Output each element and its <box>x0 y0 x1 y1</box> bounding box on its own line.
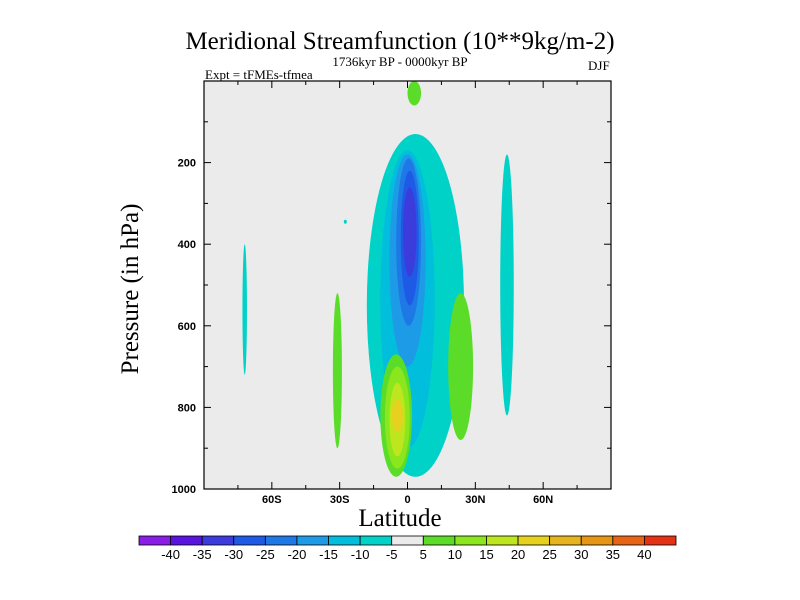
colorbar-label: 15 <box>479 547 493 562</box>
period-label: 1736kyr BP - 0000kyr BP <box>332 54 468 69</box>
colorbar-label: 5 <box>420 547 427 562</box>
x-tick-label: 0 <box>404 494 410 506</box>
colorbar-label: 25 <box>542 547 556 562</box>
colorbar-swatch <box>580 535 614 546</box>
colorbar-label: 20 <box>511 547 525 562</box>
colorbar-swatch <box>612 535 645 546</box>
x-tick-label: 60S <box>262 494 282 506</box>
contour-small-neg-patch <box>343 219 347 224</box>
colorbar-swatch <box>138 535 171 546</box>
colorbar-swatch <box>422 535 456 546</box>
colorbar-swatch <box>549 535 582 546</box>
experiment-label: Expt = tFMEs-tfmea <box>205 67 313 82</box>
colorbar-swatch <box>517 535 551 546</box>
colorbar-swatch <box>233 535 266 546</box>
contour-pos-cell-30s <box>332 293 342 449</box>
x-tick-label: 30N <box>465 494 485 506</box>
colorbar-label: -40 <box>161 547 180 562</box>
colorbar-label: -20 <box>288 547 307 562</box>
y-tick-label: 600 <box>178 321 196 333</box>
colorbar-label: -5 <box>386 547 398 562</box>
y-tick-label: 200 <box>178 158 196 170</box>
contour-pos-cell-top <box>407 81 422 106</box>
season-label: DJF <box>588 58 610 73</box>
colorbar-swatch <box>486 535 519 546</box>
colorbar-label: 40 <box>637 547 651 562</box>
colorbar-swatch <box>296 535 329 546</box>
chart-title: Meridional Streamfunction (10**9kg/m-2) <box>185 28 615 55</box>
colorbar-label: 10 <box>448 547 462 562</box>
colorbar-swatch <box>170 535 203 546</box>
contour-southern-neg-cell <box>242 244 247 375</box>
colorbar-swatch <box>644 535 677 546</box>
colorbar-label: -35 <box>193 547 212 562</box>
contour-northern-neg-cell <box>500 154 514 416</box>
y-tick-label: 800 <box>178 402 196 414</box>
colorbar-label: -10 <box>351 547 370 562</box>
contour-pos-cell-25n <box>448 293 474 441</box>
x-tick-label: 30S <box>330 494 350 506</box>
y-tick-label: 400 <box>178 239 196 251</box>
colorbar-label: -25 <box>256 547 275 562</box>
x-tick-label: 60N <box>533 494 553 506</box>
colorbar-label: -15 <box>319 547 338 562</box>
contour-pos-cell-eq-20 <box>391 399 403 432</box>
colorbar-swatch <box>201 535 235 546</box>
colorbar-swatch <box>264 535 298 546</box>
colorbar-swatch <box>359 535 393 546</box>
y-tick-label: 1000 <box>172 484 196 496</box>
colorbar-swatch <box>328 535 361 546</box>
colorbar-swatch <box>454 535 487 546</box>
colorbar-label: -30 <box>224 547 243 562</box>
colorbar-swatch <box>391 535 424 546</box>
colorbar-label: 30 <box>574 547 588 562</box>
contour-main-neg-30 <box>402 187 417 277</box>
colorbar-label: 35 <box>606 547 620 562</box>
x-axis-label: Latitude <box>358 505 442 532</box>
